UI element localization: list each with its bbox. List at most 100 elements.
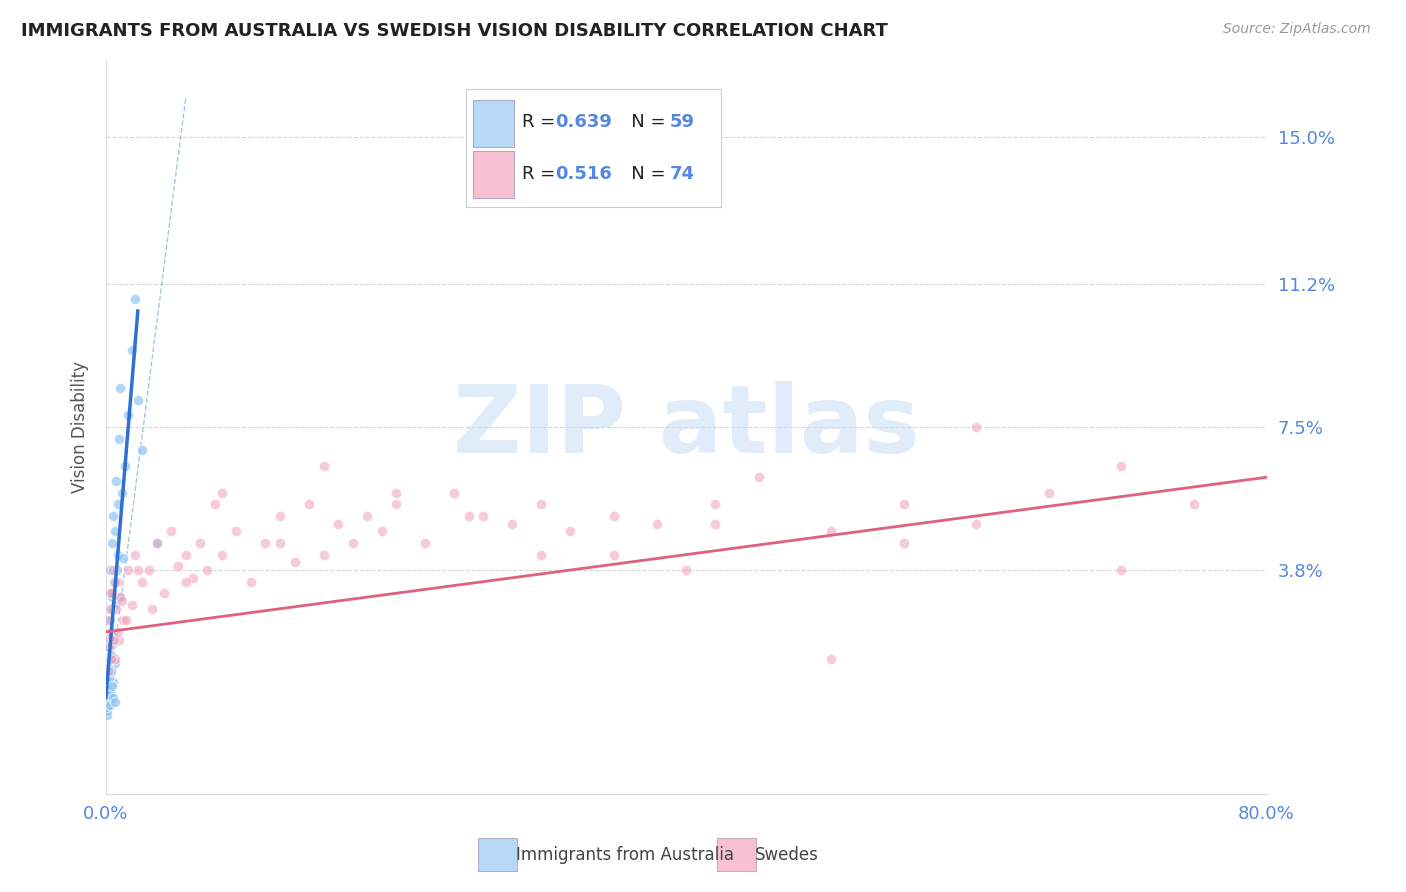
- Point: [174, 574, 197, 589]
- Point: [98, 694, 121, 708]
- Point: [115, 613, 138, 627]
- Point: [98, 698, 121, 713]
- Point: [97, 632, 120, 647]
- Point: [443, 485, 465, 500]
- Point: [181, 571, 204, 585]
- Point: [1111, 458, 1133, 473]
- Point: [501, 516, 523, 531]
- Point: [107, 497, 129, 511]
- Point: [370, 524, 392, 539]
- Point: [108, 432, 131, 446]
- Point: [385, 497, 408, 511]
- Point: [312, 458, 335, 473]
- Point: [96, 613, 118, 627]
- Point: [97, 659, 120, 673]
- Point: [240, 574, 263, 589]
- Point: [108, 590, 131, 604]
- Point: [100, 536, 122, 550]
- Point: [457, 508, 479, 523]
- Point: [97, 664, 120, 678]
- Point: [298, 497, 321, 511]
- Point: [100, 690, 122, 705]
- Point: [145, 536, 167, 550]
- Point: [96, 698, 118, 713]
- Point: [110, 590, 132, 604]
- Point: [530, 548, 553, 562]
- Point: [117, 409, 139, 423]
- Point: [103, 632, 125, 647]
- Point: [893, 497, 915, 511]
- Point: [101, 590, 124, 604]
- Point: [269, 508, 291, 523]
- Point: [141, 601, 163, 615]
- Point: [114, 458, 136, 473]
- Point: [167, 559, 190, 574]
- Point: [100, 664, 122, 678]
- Point: [121, 598, 143, 612]
- Point: [98, 679, 121, 693]
- Point: [105, 601, 128, 615]
- Point: [100, 624, 122, 639]
- Point: [472, 508, 495, 523]
- Point: [138, 563, 160, 577]
- Point: [98, 601, 121, 615]
- Point: [101, 679, 124, 693]
- Point: [356, 508, 378, 523]
- Point: [269, 536, 291, 550]
- Point: [211, 485, 233, 500]
- Text: Swedes: Swedes: [755, 846, 818, 863]
- Text: Immigrants from Australia: Immigrants from Australia: [516, 846, 734, 863]
- Point: [110, 381, 132, 395]
- Point: [131, 443, 153, 458]
- Point: [107, 624, 129, 639]
- Point: [96, 704, 118, 718]
- Point: [211, 548, 233, 562]
- Point: [965, 420, 987, 434]
- Point: [96, 708, 118, 723]
- Point: [100, 652, 122, 666]
- Point: [101, 629, 124, 643]
- Point: [98, 667, 121, 681]
- Point: [127, 563, 149, 577]
- Point: [97, 586, 120, 600]
- Point: [104, 598, 127, 612]
- Point: [101, 675, 124, 690]
- Point: [103, 690, 125, 705]
- Point: [96, 687, 118, 701]
- Point: [98, 563, 121, 577]
- Point: [98, 586, 121, 600]
- Point: [174, 548, 197, 562]
- Point: [748, 470, 770, 484]
- Point: [160, 524, 183, 539]
- Point: [96, 694, 118, 708]
- Point: [1182, 497, 1205, 511]
- Y-axis label: Vision Disability: Vision Disability: [72, 361, 89, 493]
- Point: [100, 601, 122, 615]
- Text: IMMIGRANTS FROM AUSTRALIA VS SWEDISH VISION DISABILITY CORRELATION CHART: IMMIGRANTS FROM AUSTRALIA VS SWEDISH VIS…: [21, 22, 889, 40]
- Point: [96, 690, 118, 705]
- Point: [104, 524, 127, 539]
- Point: [104, 574, 127, 589]
- Point: [124, 293, 146, 307]
- Point: [105, 563, 128, 577]
- Point: [101, 586, 124, 600]
- Point: [326, 516, 349, 531]
- Point: [112, 613, 135, 627]
- Point: [100, 687, 122, 701]
- Point: [107, 548, 129, 562]
- Point: [645, 516, 668, 531]
- Point: [101, 563, 124, 577]
- Point: [283, 555, 305, 569]
- Point: [704, 497, 727, 511]
- Point: [188, 536, 211, 550]
- Point: [97, 679, 120, 693]
- Point: [675, 563, 697, 577]
- Point: [560, 524, 582, 539]
- Text: Source: ZipAtlas.com: Source: ZipAtlas.com: [1223, 22, 1371, 37]
- Point: [112, 551, 135, 566]
- Point: [530, 497, 553, 511]
- Point: [111, 594, 134, 608]
- Point: [704, 516, 727, 531]
- Point: [820, 652, 842, 666]
- Point: [124, 548, 146, 562]
